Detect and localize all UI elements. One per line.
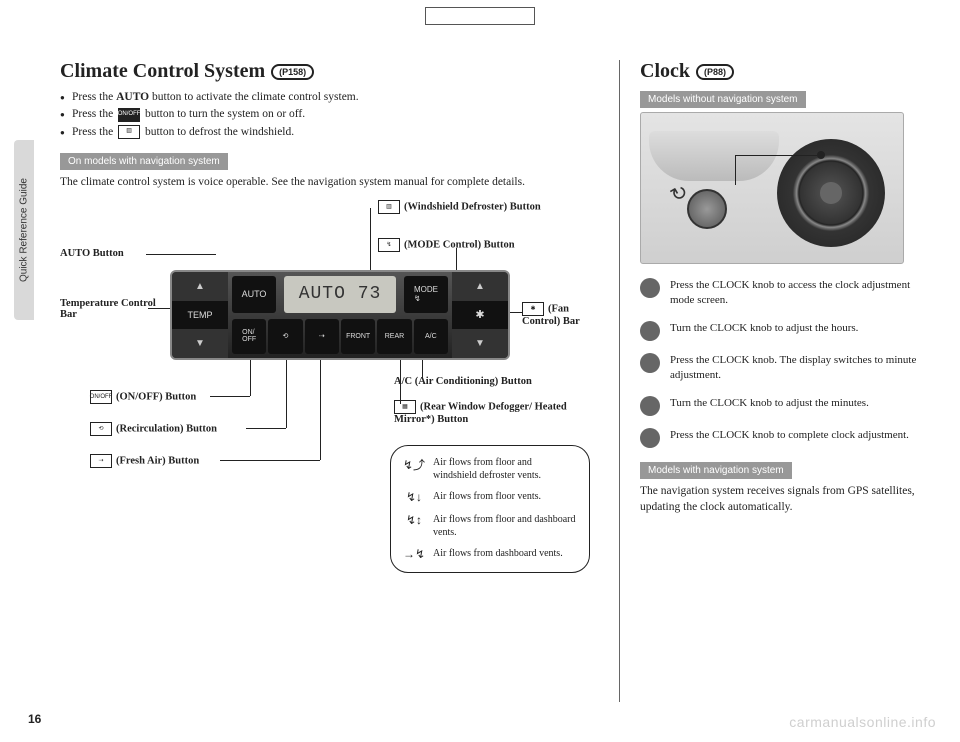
step-circle — [640, 353, 660, 373]
pointer-line — [735, 155, 817, 156]
pointer-line — [735, 155, 736, 185]
left-page-ref: (P158) — [271, 64, 314, 80]
page: Quick Reference Guide Climate Control Sy… — [0, 0, 960, 742]
callout-fresh: ⇢(Fresh Air) Button — [90, 454, 199, 468]
bullet-2: Press the ON/OFF button to turn the syst… — [60, 106, 599, 123]
callout-rear: ▦(Rear Window Defogger/ Heated Mirror*) … — [394, 400, 594, 425]
btn-recirc: ⟲ — [268, 319, 302, 354]
bullet-list: Press the AUTO button to activate the cl… — [60, 89, 599, 141]
step-circle — [640, 278, 660, 298]
callout-onoff: ON/OFF(ON/OFF) Button — [90, 390, 196, 404]
vent-icon: ↯⤴ — [403, 456, 425, 473]
bullet-1: Press the AUTO button to activate the cl… — [60, 89, 599, 106]
vent-icon: ↯↓ — [403, 490, 425, 505]
right-tag2: Models with navigation system — [640, 462, 792, 479]
clock-knob-graphic — [687, 189, 727, 229]
temp-down-icon: ▼ — [172, 329, 228, 358]
step-4: Turn the CLOCK knob to adjust the minute… — [640, 396, 932, 416]
temp-bar: ▲ TEMP ▼ — [172, 272, 228, 358]
col-right: Clock (P88) Models without navigation sy… — [620, 60, 932, 702]
vent-box: ↯⤴Air flows from floor and windshield de… — [390, 445, 590, 573]
nav-text: The climate control system is voice oper… — [60, 174, 599, 190]
side-tab: Quick Reference Guide — [14, 140, 34, 320]
right-title: Clock (P88) — [640, 60, 932, 83]
panel-center: AUTO AUTO 73 MODE↯ ON/OFF ⟲ ⇢ FRONT REAR… — [228, 272, 452, 358]
bullet-3: Press the ▥ button to defrost the windsh… — [60, 124, 599, 141]
top-box — [425, 7, 535, 25]
pointer-dot — [817, 151, 825, 159]
fan-icon: ✱ — [452, 301, 508, 330]
callout-temp: Temperature Control Bar — [60, 298, 164, 320]
right-nav-text: The navigation system receives signals f… — [640, 483, 932, 515]
climate-panel: ▲ TEMP ▼ AUTO AUTO 73 MODE↯ ON/OFF — [170, 270, 510, 360]
callout-defrost: ▥(Windshield Defroster) Button — [378, 200, 541, 214]
display-row: AUTO AUTO 73 MODE↯ — [228, 272, 452, 317]
callout-fan: ✱(Fan Control) Bar — [522, 302, 598, 327]
btn-front: FRONT — [341, 319, 375, 354]
btn-ac: A/C — [414, 319, 448, 354]
lcd-display: AUTO 73 — [284, 276, 396, 313]
fan-up-icon: ▲ — [452, 272, 508, 301]
fan-down-icon: ▼ — [452, 329, 508, 358]
vent-icon: →↯ — [403, 547, 425, 562]
step-2: Turn the CLOCK knob to adjust the hours. — [640, 321, 932, 341]
callout-auto: AUTO Button — [60, 248, 160, 259]
vent-row-3: ↯↕Air flows from floor and dashboard ven… — [403, 513, 577, 539]
right-title-text: Clock — [640, 60, 690, 83]
vent-row-1: ↯⤴Air flows from floor and windshield de… — [403, 456, 577, 482]
step-3: Press the CLOCK knob. The display switch… — [640, 353, 932, 384]
fan-bar: ▲ ✱ ▼ — [452, 272, 508, 358]
step-circle — [640, 428, 660, 448]
button-row: ON/OFF ⟲ ⇢ FRONT REAR A/C — [228, 317, 452, 358]
page-number: 16 — [28, 712, 41, 726]
panel-diagram: AUTO Button Temperature Control Bar ▥(Wi… — [60, 200, 600, 570]
callout-ac: A/C (Air Conditioning) Button — [394, 376, 594, 387]
vent-row-4: →↯Air flows from dashboard vents. — [403, 547, 577, 562]
clock-photo: ↻ — [640, 112, 904, 264]
mode-button: MODE↯ — [404, 276, 448, 313]
callout-recirc: ⟲(Recirculation) Button — [90, 422, 217, 436]
left-title: Climate Control System (P158) — [60, 60, 599, 83]
nav-tag: On models with navigation system — [60, 153, 228, 170]
callout-mode: ↯(MODE Control) Button — [378, 238, 515, 252]
temp-up-icon: ▲ — [172, 272, 228, 301]
temp-label: TEMP — [172, 301, 228, 330]
defrost-icon: ▥ — [118, 125, 140, 139]
left-title-text: Climate Control System — [60, 60, 265, 83]
dashboard-graphic — [649, 131, 779, 181]
step-5: Press the CLOCK knob to complete clock a… — [640, 428, 932, 448]
top-bar — [0, 0, 960, 32]
auto-button: AUTO — [232, 276, 276, 313]
step-circle — [640, 321, 660, 341]
col-left: Climate Control System (P158) Press the … — [60, 60, 620, 702]
btn-onoff: ON/OFF — [232, 319, 266, 354]
onoff-icon: ON/OFF — [118, 108, 140, 122]
content: Climate Control System (P158) Press the … — [60, 60, 932, 702]
step-1: Press the CLOCK knob to access the clock… — [640, 278, 932, 309]
right-tag1: Models without navigation system — [640, 91, 806, 108]
vent-row-2: ↯↓Air flows from floor vents. — [403, 490, 577, 505]
btn-fresh: ⇢ — [305, 319, 339, 354]
vent-icon: ↯↕ — [403, 513, 425, 528]
right-page-ref: (P88) — [696, 64, 734, 80]
watermark: carmanualsonline.info — [789, 714, 936, 730]
btn-rear: REAR — [377, 319, 411, 354]
steps-list: Press the CLOCK knob to access the clock… — [640, 278, 932, 448]
step-circle — [640, 396, 660, 416]
columns: Climate Control System (P158) Press the … — [60, 60, 932, 702]
